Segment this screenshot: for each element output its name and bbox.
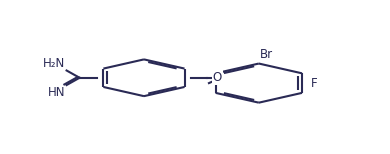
Text: Br: Br <box>261 48 273 61</box>
Text: O: O <box>213 71 222 84</box>
Text: HN: HN <box>48 86 65 99</box>
Text: F: F <box>311 77 318 90</box>
Text: H₂N: H₂N <box>43 57 65 70</box>
